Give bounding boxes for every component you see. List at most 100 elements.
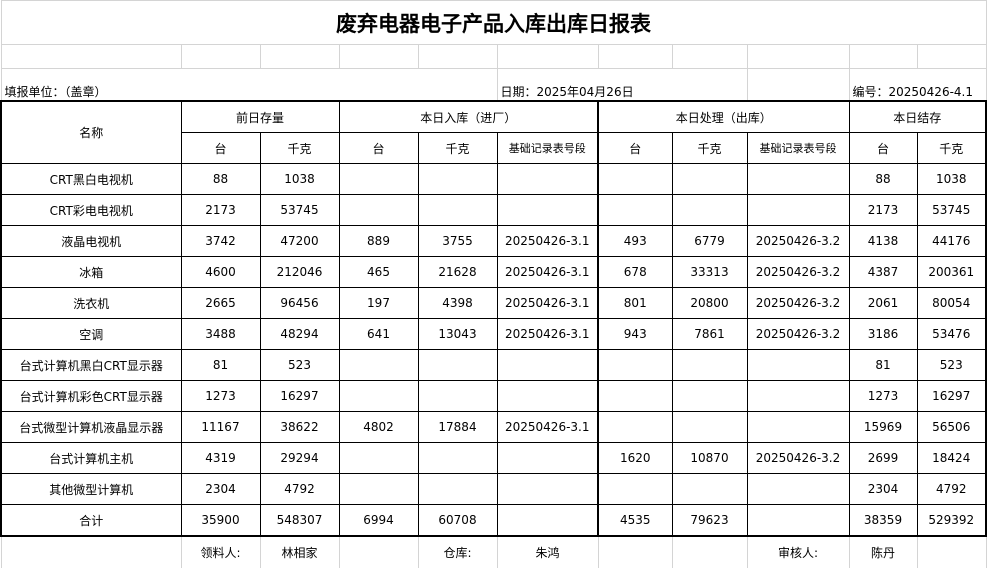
cell[interactable]: 641 bbox=[338, 318, 419, 350]
cell[interactable]: 47200 bbox=[259, 225, 340, 257]
cell[interactable]: 1038 bbox=[916, 163, 987, 195]
cell[interactable]: 2699 bbox=[848, 442, 918, 474]
cell[interactable]: 33313 bbox=[671, 256, 748, 288]
cell[interactable] bbox=[746, 349, 850, 381]
cell[interactable]: 6779 bbox=[671, 225, 748, 257]
cell[interactable] bbox=[496, 163, 599, 195]
cell[interactable] bbox=[496, 504, 599, 537]
cell[interactable]: 529392 bbox=[916, 504, 987, 537]
cell[interactable] bbox=[338, 349, 419, 381]
cell[interactable]: 4387 bbox=[848, 256, 918, 288]
cell[interactable] bbox=[417, 380, 498, 412]
cell[interactable]: 20800 bbox=[671, 287, 748, 319]
cell[interactable]: 48294 bbox=[259, 318, 340, 350]
cell[interactable]: CRT彩电电视机 bbox=[0, 194, 182, 226]
cell[interactable] bbox=[417, 442, 498, 474]
cell[interactable]: 4398 bbox=[417, 287, 498, 319]
cell[interactable]: 212046 bbox=[259, 256, 340, 288]
cell[interactable]: 29294 bbox=[259, 442, 340, 474]
cell[interactable]: 液晶电视机 bbox=[0, 225, 182, 257]
cell[interactable] bbox=[496, 194, 599, 226]
cell[interactable]: 20250426-3.2 bbox=[746, 318, 850, 350]
cell[interactable] bbox=[746, 504, 850, 537]
cell[interactable] bbox=[671, 380, 748, 412]
cell[interactable]: 38359 bbox=[848, 504, 918, 537]
cell[interactable]: 1273 bbox=[848, 380, 918, 412]
cell[interactable]: 678 bbox=[597, 256, 673, 288]
cell[interactable]: 493 bbox=[597, 225, 673, 257]
cell[interactable]: 60708 bbox=[417, 504, 498, 537]
cell[interactable]: 2304 bbox=[848, 473, 918, 505]
cell[interactable]: 3186 bbox=[848, 318, 918, 350]
cell[interactable]: 3755 bbox=[417, 225, 498, 257]
cell[interactable]: 台式计算机主机 bbox=[0, 442, 182, 474]
cell[interactable]: 20250426-3.2 bbox=[746, 287, 850, 319]
cell[interactable]: 2665 bbox=[180, 287, 261, 319]
cell[interactable] bbox=[597, 349, 673, 381]
cell[interactable]: 80054 bbox=[916, 287, 987, 319]
cell[interactable]: 空调 bbox=[0, 318, 182, 350]
cell[interactable]: 53745 bbox=[259, 194, 340, 226]
cell[interactable] bbox=[338, 380, 419, 412]
cell[interactable] bbox=[496, 349, 599, 381]
cell[interactable]: 20250426-3.2 bbox=[746, 225, 850, 257]
cell[interactable] bbox=[746, 473, 850, 505]
cell[interactable]: 11167 bbox=[180, 411, 261, 443]
cell[interactable]: 4802 bbox=[338, 411, 419, 443]
cell[interactable]: 6994 bbox=[338, 504, 419, 537]
cell[interactable]: 88 bbox=[848, 163, 918, 195]
cell[interactable]: 21628 bbox=[417, 256, 498, 288]
cell[interactable] bbox=[597, 194, 673, 226]
cell[interactable]: 44176 bbox=[916, 225, 987, 257]
cell[interactable] bbox=[597, 163, 673, 195]
cell[interactable]: 801 bbox=[597, 287, 673, 319]
cell[interactable]: 其他微型计算机 bbox=[0, 473, 182, 505]
cell[interactable] bbox=[597, 380, 673, 412]
cell[interactable]: 465 bbox=[338, 256, 419, 288]
cell[interactable] bbox=[417, 194, 498, 226]
cell[interactable] bbox=[671, 473, 748, 505]
cell[interactable]: 20250426-3.1 bbox=[496, 318, 599, 350]
cell[interactable]: 20250426-3.2 bbox=[746, 442, 850, 474]
cell[interactable]: 88 bbox=[180, 163, 261, 195]
cell[interactable] bbox=[746, 411, 850, 443]
cell[interactable]: 17884 bbox=[417, 411, 498, 443]
cell[interactable]: 53476 bbox=[916, 318, 987, 350]
cell[interactable] bbox=[417, 163, 498, 195]
cell[interactable]: 4319 bbox=[180, 442, 261, 474]
cell[interactable]: 16297 bbox=[259, 380, 340, 412]
cell[interactable]: 20250426-3.1 bbox=[496, 225, 599, 257]
cell[interactable]: 96456 bbox=[259, 287, 340, 319]
cell[interactable] bbox=[746, 380, 850, 412]
cell[interactable]: 53745 bbox=[916, 194, 987, 226]
cell[interactable] bbox=[338, 163, 419, 195]
cell[interactable] bbox=[597, 411, 673, 443]
cell[interactable] bbox=[338, 473, 419, 505]
cell[interactable]: 20250426-3.2 bbox=[746, 256, 850, 288]
cell[interactable]: 79623 bbox=[671, 504, 748, 537]
cell[interactable]: 1038 bbox=[259, 163, 340, 195]
cell[interactable]: 523 bbox=[916, 349, 987, 381]
cell[interactable]: 523 bbox=[259, 349, 340, 381]
cell[interactable]: 7861 bbox=[671, 318, 748, 350]
cell[interactable] bbox=[671, 349, 748, 381]
cell[interactable] bbox=[746, 194, 850, 226]
cell[interactable]: 18424 bbox=[916, 442, 987, 474]
cell[interactable]: 冰箱 bbox=[0, 256, 182, 288]
cell[interactable]: 2304 bbox=[180, 473, 261, 505]
cell[interactable]: 4792 bbox=[259, 473, 340, 505]
cell[interactable]: 4792 bbox=[916, 473, 987, 505]
cell[interactable]: 台式微型计算机液晶显示器 bbox=[0, 411, 182, 443]
cell[interactable]: 197 bbox=[338, 287, 419, 319]
cell[interactable]: 1620 bbox=[597, 442, 673, 474]
cell[interactable]: 548307 bbox=[259, 504, 340, 537]
cell[interactable] bbox=[338, 442, 419, 474]
cell[interactable] bbox=[496, 473, 599, 505]
cell[interactable]: 洗衣机 bbox=[0, 287, 182, 319]
cell[interactable] bbox=[746, 163, 850, 195]
cell[interactable]: 943 bbox=[597, 318, 673, 350]
cell[interactable]: 20250426-3.1 bbox=[496, 287, 599, 319]
cell[interactable]: 200361 bbox=[916, 256, 987, 288]
cell[interactable]: 4138 bbox=[848, 225, 918, 257]
cell[interactable]: 20250426-3.1 bbox=[496, 411, 599, 443]
